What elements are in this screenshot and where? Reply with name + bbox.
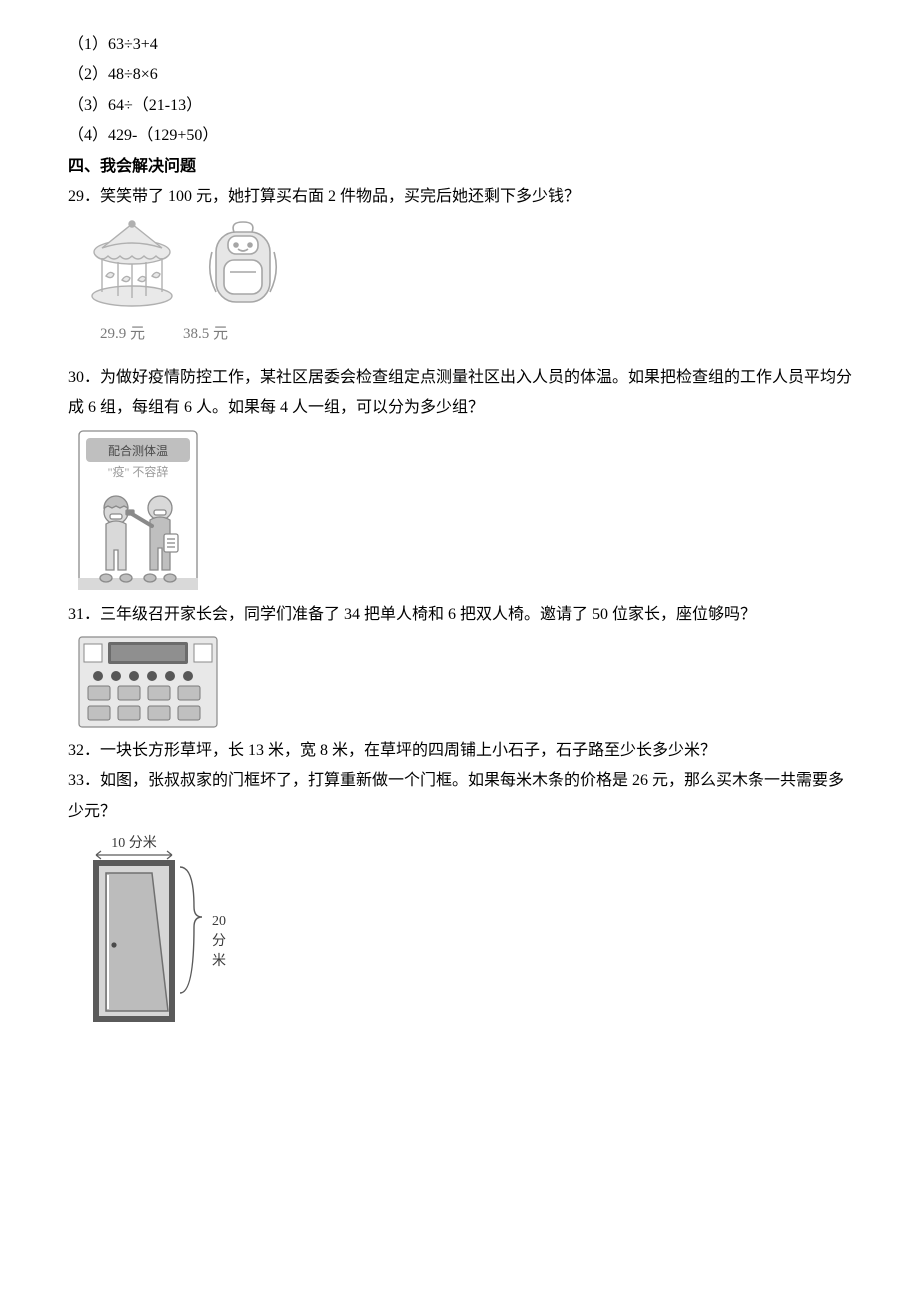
price-2: 38.5 元 — [183, 320, 228, 349]
door-width-label: 10 分米 — [111, 835, 157, 851]
door-height-20: 20 — [212, 914, 226, 929]
question-30: 30．为做好疫情防控工作，某社区居委会检查组定点测量社区出入人员的体温。如果把检… — [68, 363, 852, 424]
door-height-mi: 米 — [212, 953, 226, 969]
banner-2: "疫" 不容辞 — [108, 464, 169, 479]
section-4-title: 四、我会解决问题 — [68, 152, 852, 182]
question-31: 31．三年级召开家长会，同学们准备了 34 把单人椅和 6 把双人椅。邀请了 5… — [68, 600, 852, 630]
calc-item-3: （3）64÷（21-13） — [68, 91, 852, 121]
q30-image: 配合测体温 "疫" 不容辞 — [78, 430, 852, 590]
door-height-fen: 分 — [212, 933, 226, 949]
q29-images — [84, 218, 852, 314]
q33-image: 10 分米 20 分 米 — [84, 833, 852, 1033]
q29-prices: 29.9 元 38.5 元 — [100, 320, 852, 349]
calc-item-4: （4）429-（129+50） — [68, 121, 852, 151]
banner-1: 配合测体温 — [108, 443, 168, 458]
backpack-icon — [204, 218, 282, 314]
question-32: 32．一块长方形草坪，长 13 米，宽 8 米，在草坪的四周铺上小石子，石子路至… — [68, 736, 852, 766]
door-frame-icon: 10 分米 20 分 米 — [84, 833, 254, 1033]
question-29: 29．笑笑带了 100 元，她打算买右面 2 件物品，买完后她还剩下多少钱？ — [68, 182, 852, 212]
carousel-icon — [84, 218, 180, 314]
q31-image — [78, 636, 852, 728]
classroom-icon — [78, 636, 218, 728]
temperature-check-icon: 配合测体温 "疫" 不容辞 — [78, 430, 198, 590]
question-33: 33．如图，张叔叔家的门框坏了，打算重新做一个门框。如果每米木条的价格是 26 … — [68, 766, 852, 827]
calc-item-1: （1）63÷3+4 — [68, 30, 852, 60]
price-1: 29.9 元 — [100, 320, 145, 349]
calc-item-2: （2）48÷8×6 — [68, 60, 852, 90]
